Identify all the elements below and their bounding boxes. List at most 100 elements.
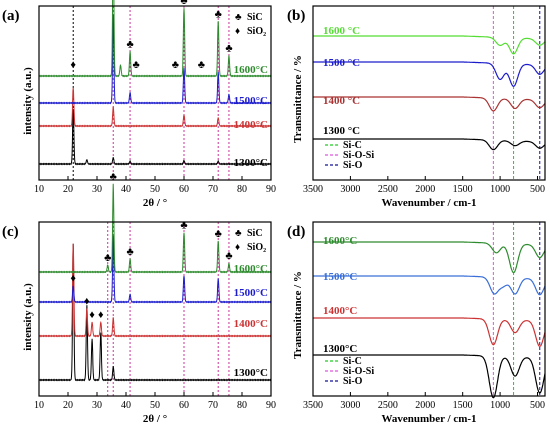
x-tick-label: 70 <box>208 184 218 195</box>
x-tick-label: 2500 <box>378 184 398 195</box>
plot-frame <box>312 221 546 397</box>
series-line-1300°C <box>38 243 272 382</box>
y-axis-label: intensity (a.u.) <box>22 67 34 135</box>
x-tick-label: 90 <box>266 184 276 195</box>
y-axis-label: intensity (a.u.) <box>22 283 34 351</box>
x-tick-label: 90 <box>266 400 276 411</box>
x-tick-label: 1000 <box>490 184 510 195</box>
peak-marker: ♣ <box>215 228 222 240</box>
series-line-1600°C <box>38 0 272 78</box>
peak-marker: ♣ <box>126 246 133 258</box>
peak-marker: ♣ <box>126 38 133 50</box>
x-tick-label: 80 <box>237 400 247 411</box>
peak-marker: ♣ <box>215 8 222 20</box>
legend-entry: Si-O <box>343 160 363 171</box>
series-line-1400°C <box>313 317 546 347</box>
peak-marker: ♣ <box>110 171 117 183</box>
x-tick-label: 30 <box>92 184 102 195</box>
legend-entry: Si-C <box>343 356 362 367</box>
peak-marker: ♣ <box>180 219 187 231</box>
legend-symbol: ♣ <box>235 12 242 23</box>
series-line-1600°C <box>38 183 272 274</box>
x-tick-label: 2000 <box>415 184 435 195</box>
series-label: 1300°C <box>234 367 268 379</box>
x-tick-label: 60 <box>179 184 189 195</box>
x-tick-label: 60 <box>179 400 189 411</box>
legend-entry: SiC <box>247 12 263 23</box>
series-label: 1600°C <box>323 235 357 247</box>
series-label: 1500°C <box>323 271 357 283</box>
panel-label: (d) <box>287 224 305 240</box>
plot-frame <box>312 5 546 181</box>
x-tick-label: 70 <box>208 400 218 411</box>
series-label: 1400 °C <box>323 95 360 107</box>
legend-entry: SiO₂ <box>247 26 266 37</box>
x-tick-label: 1500 <box>453 184 473 195</box>
peak-marker: ♣ <box>180 0 187 7</box>
series-label: 1400°C <box>323 305 357 317</box>
panel-label: (b) <box>287 8 305 24</box>
series-line-1400°C <box>38 87 272 128</box>
x-tick-label: 20 <box>63 184 73 195</box>
peak-marker: ♦ <box>98 309 104 321</box>
y-axis-label: Transmittance / % <box>292 55 304 143</box>
x-tick-label: 10 <box>34 184 44 195</box>
peak-marker: ♣ <box>225 250 232 262</box>
x-tick-label: 3000 <box>340 184 360 195</box>
series-line-1400°C <box>38 243 272 338</box>
legend-symbol: ♦ <box>235 242 240 253</box>
panel-0: 1300°C1400°C1500°C1600°C♦♣♣♣♣♣♣♣♣♣SiC♦Si… <box>2 0 276 209</box>
x-tick-label: 10 <box>34 400 44 411</box>
legend-entry: SiO₂ <box>247 242 266 253</box>
series-line-1600 °C <box>313 35 546 55</box>
peak-marker: ♣ <box>198 59 205 71</box>
series-label: 1300 °C <box>323 125 360 137</box>
x-tick-label: 500 <box>530 400 545 411</box>
series-line-1400 °C <box>313 96 546 112</box>
panel-1: 1600 °C 1500 °C 1400 °C 1300 °C Si-CSi-O-SiS… <box>287 5 546 209</box>
x-axis-label: Wavenumber / cm-1 <box>381 197 476 209</box>
x-tick-label: 20 <box>63 400 73 411</box>
panel-label: (a) <box>2 8 20 24</box>
legend-entry: Si-O-Si <box>343 366 374 377</box>
x-tick-label: 50 <box>150 184 160 195</box>
series-line-1300°C <box>313 354 546 399</box>
series-line-1500 °C <box>313 61 546 87</box>
series-label: 1600 °C <box>323 25 360 37</box>
x-axis-label: 2θ / ° <box>143 197 167 209</box>
x-tick-label: 3000 <box>340 400 360 411</box>
peak-marker: ♦ <box>70 59 76 71</box>
x-tick-label: 40 <box>121 400 131 411</box>
series-line-1300°C <box>38 109 272 166</box>
x-tick-label: 3500 <box>303 184 323 195</box>
series-label: 1400°C <box>234 119 268 131</box>
legend-symbol: ♦ <box>235 26 240 37</box>
legend-entry: Si-O-Si <box>343 150 374 161</box>
x-tick-label: 1000 <box>490 400 510 411</box>
series-line-1500°C <box>313 275 546 296</box>
series-line-1500°C <box>38 14 272 105</box>
x-tick-label: 3500 <box>303 400 323 411</box>
peak-marker: ♣ <box>172 59 179 71</box>
y-axis-label: Transmittance / % <box>292 271 304 359</box>
series-label: 1600°C <box>234 64 268 76</box>
x-tick-label: 50 <box>150 400 160 411</box>
series-label: 1600°C <box>234 263 268 275</box>
peak-marker: ♣ <box>133 59 140 71</box>
series-label: 1400°C <box>234 318 268 330</box>
peak-marker: ♦ <box>84 295 90 307</box>
x-axis-label: Wavenumber / cm-1 <box>381 413 476 425</box>
legend-entry: SiC <box>247 228 263 239</box>
x-tick-label: 2000 <box>415 400 435 411</box>
legend-entry: Si-C <box>343 140 362 151</box>
peak-marker: ♦ <box>89 309 95 321</box>
peak-marker: ♣ <box>225 43 232 55</box>
x-axis-label: 2θ / ° <box>143 413 167 425</box>
series-label: 1300°C <box>323 343 357 355</box>
peak-marker: ♦ <box>70 273 76 285</box>
x-tick-label: 40 <box>121 184 131 195</box>
x-tick-label: 2500 <box>378 400 398 411</box>
x-tick-label: 1500 <box>453 400 473 411</box>
